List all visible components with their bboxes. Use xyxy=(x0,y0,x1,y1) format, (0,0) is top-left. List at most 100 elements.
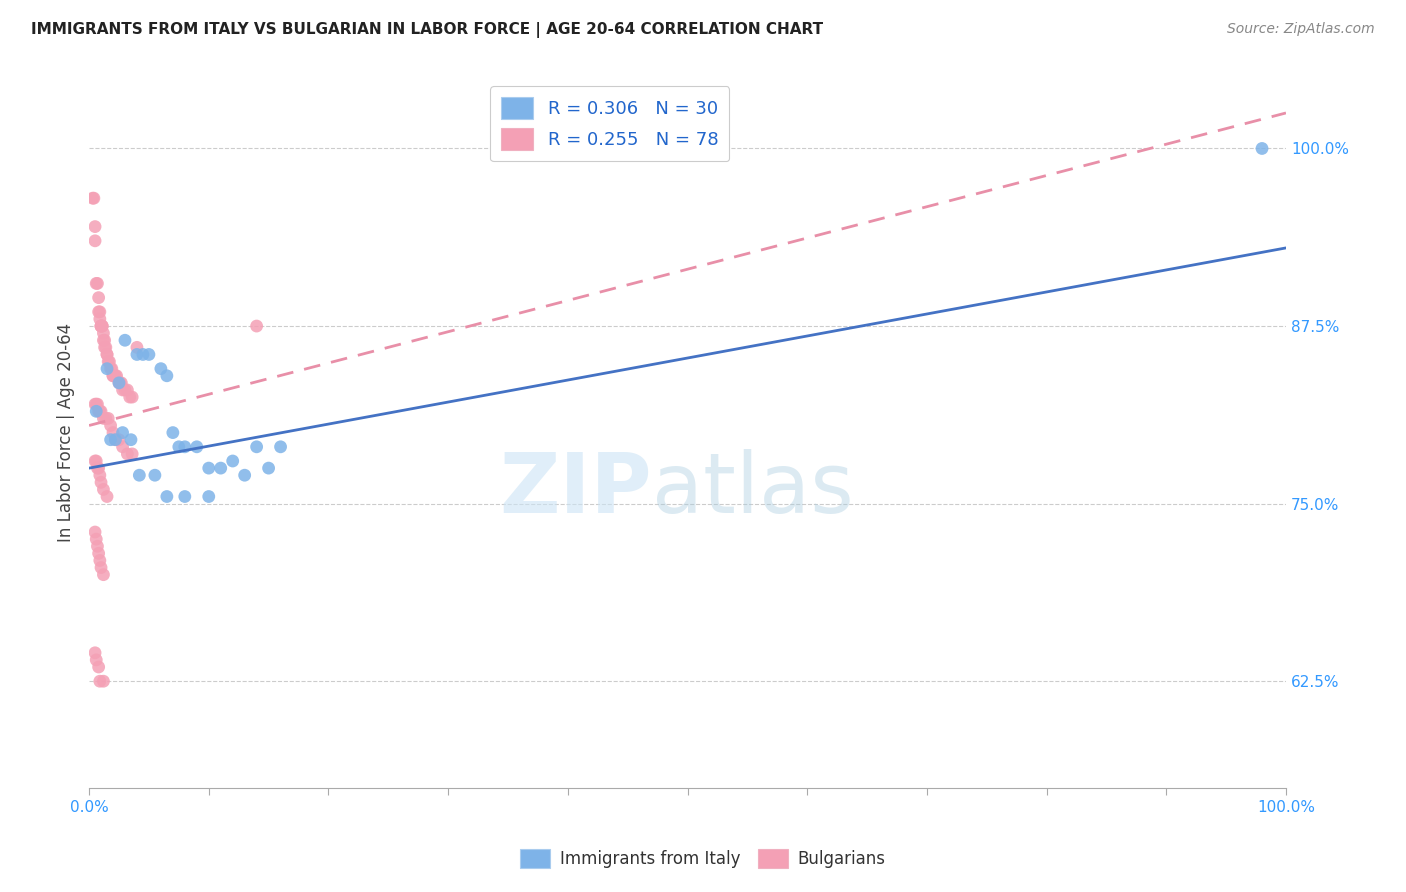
Point xyxy=(86,277,108,291)
Point xyxy=(132,347,155,361)
Point xyxy=(197,461,219,475)
Point xyxy=(84,397,107,411)
Point xyxy=(121,390,143,404)
Point xyxy=(89,553,111,567)
Point xyxy=(108,376,131,390)
Point xyxy=(111,440,134,454)
Point xyxy=(156,368,179,383)
Point xyxy=(93,411,115,425)
Point xyxy=(93,674,115,689)
Point xyxy=(84,454,107,468)
Text: ZIP: ZIP xyxy=(499,449,651,530)
Text: Source: ZipAtlas.com: Source: ZipAtlas.com xyxy=(1227,22,1375,37)
Point xyxy=(83,191,105,205)
Point xyxy=(91,319,114,334)
Point xyxy=(87,291,110,305)
Point xyxy=(104,368,127,383)
Point xyxy=(96,347,118,361)
Point xyxy=(93,567,115,582)
Point xyxy=(138,347,160,361)
Point xyxy=(101,425,124,440)
Point xyxy=(84,219,107,234)
Point xyxy=(108,376,131,390)
Point xyxy=(97,354,120,368)
Point xyxy=(270,440,292,454)
Point xyxy=(96,361,118,376)
Point xyxy=(87,305,110,319)
Point xyxy=(93,340,115,354)
Point xyxy=(84,524,107,539)
Point xyxy=(87,546,110,560)
Point xyxy=(120,433,142,447)
Point xyxy=(108,376,131,390)
Point xyxy=(84,532,107,546)
Point xyxy=(100,418,122,433)
Point xyxy=(156,490,179,504)
Point xyxy=(101,368,124,383)
Point xyxy=(89,674,111,689)
Point xyxy=(97,411,120,425)
Point xyxy=(117,383,139,397)
Point xyxy=(246,440,269,454)
Point xyxy=(100,361,122,376)
Point xyxy=(94,340,117,354)
Point xyxy=(84,454,107,468)
Point xyxy=(143,468,166,483)
Point xyxy=(257,461,280,475)
Point xyxy=(96,490,118,504)
Point xyxy=(84,397,107,411)
Point xyxy=(100,433,122,447)
Point xyxy=(125,347,148,361)
Point xyxy=(149,361,172,376)
Point xyxy=(84,277,107,291)
Point xyxy=(110,376,132,390)
Point xyxy=(90,319,112,334)
Point xyxy=(125,340,148,354)
Point xyxy=(167,440,190,454)
Point xyxy=(222,454,245,468)
Point xyxy=(173,440,195,454)
Point xyxy=(87,660,110,674)
Point xyxy=(128,468,150,483)
Point xyxy=(90,560,112,574)
Text: atlas: atlas xyxy=(651,449,853,530)
Point xyxy=(84,646,107,660)
Point xyxy=(186,440,208,454)
Point xyxy=(114,383,136,397)
Point xyxy=(105,368,128,383)
Point xyxy=(89,468,111,483)
Point xyxy=(96,347,118,361)
Point xyxy=(233,468,256,483)
Point xyxy=(246,319,269,334)
Y-axis label: In Labor Force | Age 20-64: In Labor Force | Age 20-64 xyxy=(58,323,75,542)
Text: IMMIGRANTS FROM ITALY VS BULGARIAN IN LABOR FORCE | AGE 20-64 CORRELATION CHART: IMMIGRANTS FROM ITALY VS BULGARIAN IN LA… xyxy=(31,22,823,38)
Point xyxy=(90,475,112,490)
Point xyxy=(103,368,125,383)
Point xyxy=(84,653,107,667)
Point xyxy=(1251,141,1274,155)
Point xyxy=(104,433,127,447)
Point xyxy=(209,461,232,475)
Point xyxy=(117,447,139,461)
Point xyxy=(86,461,108,475)
Point xyxy=(118,390,141,404)
Point xyxy=(111,425,134,440)
Point xyxy=(86,397,108,411)
Point xyxy=(84,404,107,418)
Point xyxy=(98,354,121,368)
Point xyxy=(101,361,124,376)
Point xyxy=(86,539,108,553)
Point xyxy=(121,447,143,461)
Point xyxy=(197,490,219,504)
Point xyxy=(82,191,104,205)
Point xyxy=(114,333,136,347)
Point xyxy=(94,411,117,425)
Legend: Immigrants from Italy, Bulgarians: Immigrants from Italy, Bulgarians xyxy=(513,843,893,875)
Point xyxy=(93,326,115,340)
Point xyxy=(89,312,111,326)
Legend: R = 0.306   N = 30, R = 0.255   N = 78: R = 0.306 N = 30, R = 0.255 N = 78 xyxy=(491,87,730,161)
Point xyxy=(162,425,184,440)
Point xyxy=(87,404,110,418)
Point xyxy=(108,433,131,447)
Point xyxy=(93,483,115,497)
